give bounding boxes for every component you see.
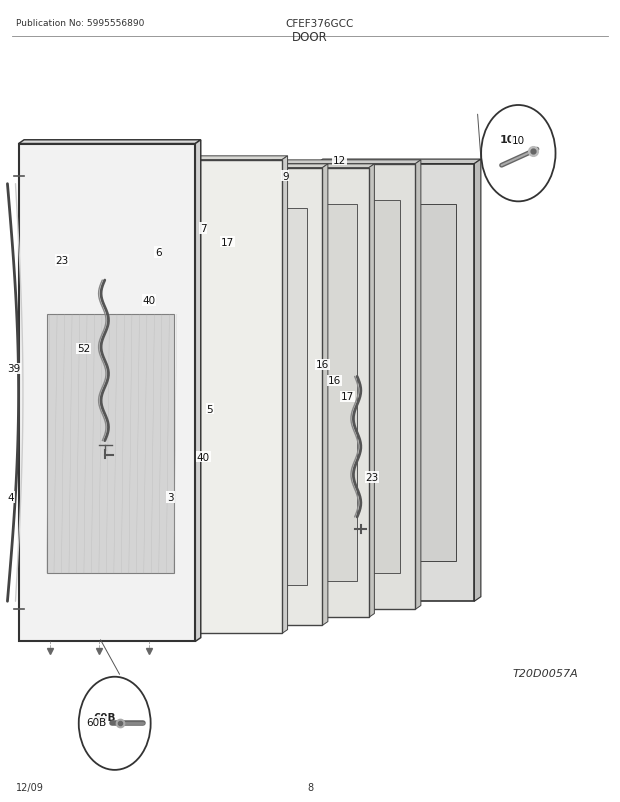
Polygon shape [223, 168, 369, 618]
Text: 4: 4 [8, 492, 14, 502]
Polygon shape [133, 261, 188, 313]
Polygon shape [46, 315, 174, 573]
Text: 8: 8 [307, 783, 313, 792]
Text: T20D0057A: T20D0057A [513, 668, 578, 678]
Text: 6: 6 [155, 248, 161, 257]
Text: 12: 12 [333, 156, 347, 165]
Text: 40: 40 [142, 296, 156, 306]
Polygon shape [121, 156, 288, 160]
Polygon shape [133, 433, 188, 485]
Text: 17: 17 [221, 237, 234, 247]
Polygon shape [316, 160, 481, 164]
Text: 60B: 60B [87, 717, 107, 727]
Polygon shape [174, 168, 322, 626]
Polygon shape [174, 164, 328, 168]
Text: 10: 10 [500, 135, 515, 144]
Circle shape [481, 106, 556, 202]
Polygon shape [121, 160, 282, 634]
Text: 23: 23 [55, 256, 69, 265]
Text: 9: 9 [282, 172, 288, 181]
Polygon shape [316, 164, 474, 602]
Polygon shape [19, 140, 201, 144]
Text: 12/09: 12/09 [16, 783, 43, 792]
Polygon shape [415, 160, 421, 610]
Text: 5: 5 [206, 404, 213, 414]
Text: 7: 7 [200, 224, 206, 233]
Polygon shape [369, 164, 374, 618]
Text: 23: 23 [365, 472, 379, 482]
Polygon shape [195, 140, 201, 642]
Polygon shape [322, 164, 328, 626]
Text: Publication No: 5995556890: Publication No: 5995556890 [16, 19, 144, 28]
Polygon shape [149, 241, 175, 545]
Text: 10: 10 [512, 136, 525, 145]
Polygon shape [282, 200, 400, 573]
Polygon shape [236, 205, 356, 581]
Polygon shape [189, 209, 307, 585]
Text: CFEF376GCC: CFEF376GCC [285, 19, 353, 29]
Text: 60B: 60B [94, 712, 116, 722]
Polygon shape [282, 156, 288, 634]
Text: 16: 16 [328, 376, 342, 386]
Text: 52: 52 [77, 344, 91, 354]
Text: DOOR: DOOR [292, 30, 328, 43]
Text: 40: 40 [197, 452, 210, 462]
Text: 3: 3 [167, 492, 174, 502]
Circle shape [79, 677, 151, 770]
Text: 16: 16 [316, 360, 329, 370]
Text: 39: 39 [7, 364, 20, 374]
Polygon shape [267, 164, 415, 610]
Polygon shape [19, 144, 195, 642]
Polygon shape [223, 164, 374, 168]
Text: 17: 17 [340, 392, 354, 402]
Polygon shape [474, 160, 481, 602]
Polygon shape [267, 160, 421, 164]
Polygon shape [335, 205, 456, 561]
